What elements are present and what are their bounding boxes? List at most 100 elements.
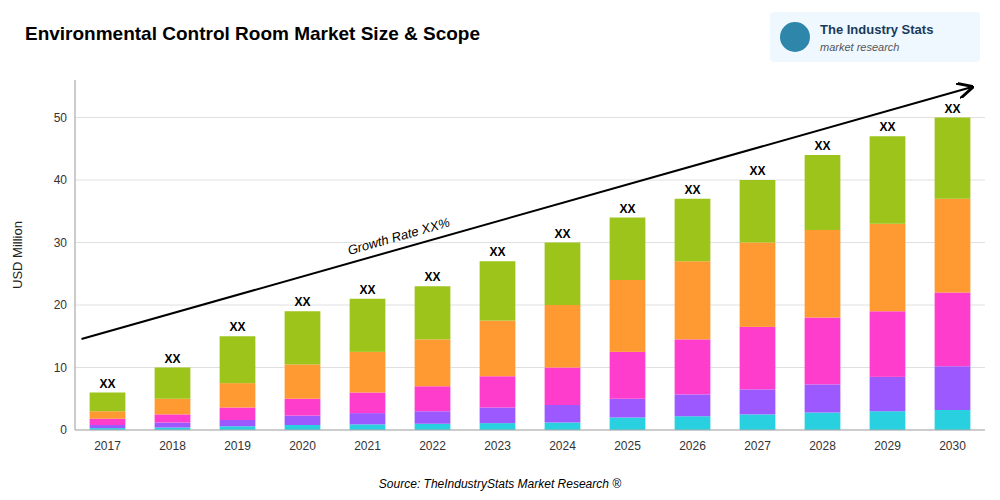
bar-segment: [545, 305, 581, 368]
bar-segment: [415, 424, 451, 430]
x-tick-label: 2029: [874, 439, 901, 453]
logo-subtitle: market research: [820, 41, 899, 53]
title: Environmental Control Room Market Size &…: [25, 23, 480, 44]
grid-line: [75, 430, 985, 431]
bar-segment: [805, 318, 841, 385]
bar-total-label: XX: [684, 183, 700, 197]
bar-segment: [740, 389, 776, 414]
y-tick-label: 40: [54, 173, 68, 187]
source: Source: TheIndustryStats Market Research…: [379, 477, 621, 491]
x-tick-label: 2019: [224, 439, 251, 453]
bar-segment: [285, 425, 321, 430]
bar-segment: [610, 280, 646, 352]
bar-segment: [415, 286, 451, 339]
bar-segment: [90, 411, 126, 419]
bar-segment: [610, 418, 646, 431]
bar-segment: [870, 411, 906, 430]
bar-segment: [935, 199, 971, 293]
bar-total-label: XX: [164, 352, 180, 366]
growth-label: Growth Rate XX%: [346, 215, 452, 258]
logo-icon: [780, 22, 810, 52]
y-tick-label: 0: [60, 423, 67, 437]
bar-segment: [90, 419, 126, 425]
chart: 01020304050USD Million201720182019202020…: [0, 0, 1000, 500]
bar-segment: [935, 293, 971, 367]
growth-arrow: [82, 87, 973, 339]
bar-total-label: XX: [879, 120, 895, 134]
bar-segment: [610, 218, 646, 281]
bar-segment: [220, 336, 256, 383]
bar-segment: [740, 180, 776, 243]
x-tick-label: 2024: [549, 439, 576, 453]
bar-segment: [675, 416, 711, 430]
bars: [90, 118, 971, 431]
bar-segment: [545, 423, 581, 431]
bar-segment: [90, 393, 126, 412]
bar-segment: [415, 411, 451, 424]
bar-total-label: XX: [749, 164, 765, 178]
bar-segment: [415, 386, 451, 411]
y-tick-label: 30: [54, 236, 68, 250]
y-tick-label: 20: [54, 298, 68, 312]
bar-segment: [675, 394, 711, 416]
bar-segment: [350, 299, 386, 352]
bar-segment: [155, 399, 191, 415]
x-tick-label: 2030: [939, 439, 966, 453]
bar-segment: [870, 311, 906, 377]
bar-segment: [285, 399, 321, 416]
bar-segment: [220, 383, 256, 407]
bar-segment: [285, 311, 321, 364]
bar-segment: [805, 413, 841, 431]
x-tick-label: 2027: [744, 439, 771, 453]
bar-segment: [480, 423, 516, 430]
bar-segment: [350, 424, 386, 430]
bar-segment: [805, 230, 841, 318]
grid-line: [75, 117, 985, 118]
x-axis-line: [75, 430, 985, 431]
logo-box: [770, 12, 980, 62]
bar-segment: [480, 408, 516, 424]
grid: [75, 118, 985, 431]
x-tick-label: 2021: [354, 439, 381, 453]
bar-total-label: XX: [944, 102, 960, 116]
bar-total-label: XX: [554, 227, 570, 241]
bar-segment: [155, 368, 191, 399]
bar-segment: [480, 261, 516, 320]
grid-line: [75, 367, 985, 368]
bar-segment: [935, 118, 971, 199]
page-body: {"chart_data": {"type": "bar", "stacked"…: [0, 0, 1000, 500]
bar-segment: [610, 352, 646, 399]
bar-segment: [415, 339, 451, 386]
bar-segment: [805, 155, 841, 230]
bar-segment: [935, 410, 971, 430]
bar-segment: [675, 199, 711, 262]
x-tick-label: 2026: [679, 439, 706, 453]
y-axis-label: USD Million: [10, 221, 25, 289]
x-tick-label: 2023: [484, 439, 511, 453]
bar-total-label: XX: [489, 245, 505, 259]
bar-segment: [870, 136, 906, 224]
x-tick-label: 2017: [94, 439, 121, 453]
bar-segment: [610, 399, 646, 418]
bar-total-label: XX: [359, 283, 375, 297]
bar-segment: [545, 243, 581, 306]
bar-total-label: XX: [229, 320, 245, 334]
bar-segment: [480, 376, 516, 407]
bar-segment: [935, 366, 971, 410]
bar-segment: [220, 408, 256, 421]
x-tick-label: 2022: [419, 439, 446, 453]
bar-segment: [350, 352, 386, 393]
bar-segment: [740, 414, 776, 430]
bar-total-label: XX: [294, 295, 310, 309]
y-tick-label: 10: [54, 361, 68, 375]
bar-segment: [220, 420, 256, 426]
bar-segment: [350, 393, 386, 414]
bar-segment: [805, 384, 841, 412]
bar-segment: [870, 377, 906, 411]
bar-segment: [870, 224, 906, 312]
x-tick-label: 2018: [159, 439, 186, 453]
grid-line: [75, 180, 985, 181]
bar-segment: [220, 426, 256, 430]
bar-segment: [480, 321, 516, 377]
bar-segment: [675, 339, 711, 394]
